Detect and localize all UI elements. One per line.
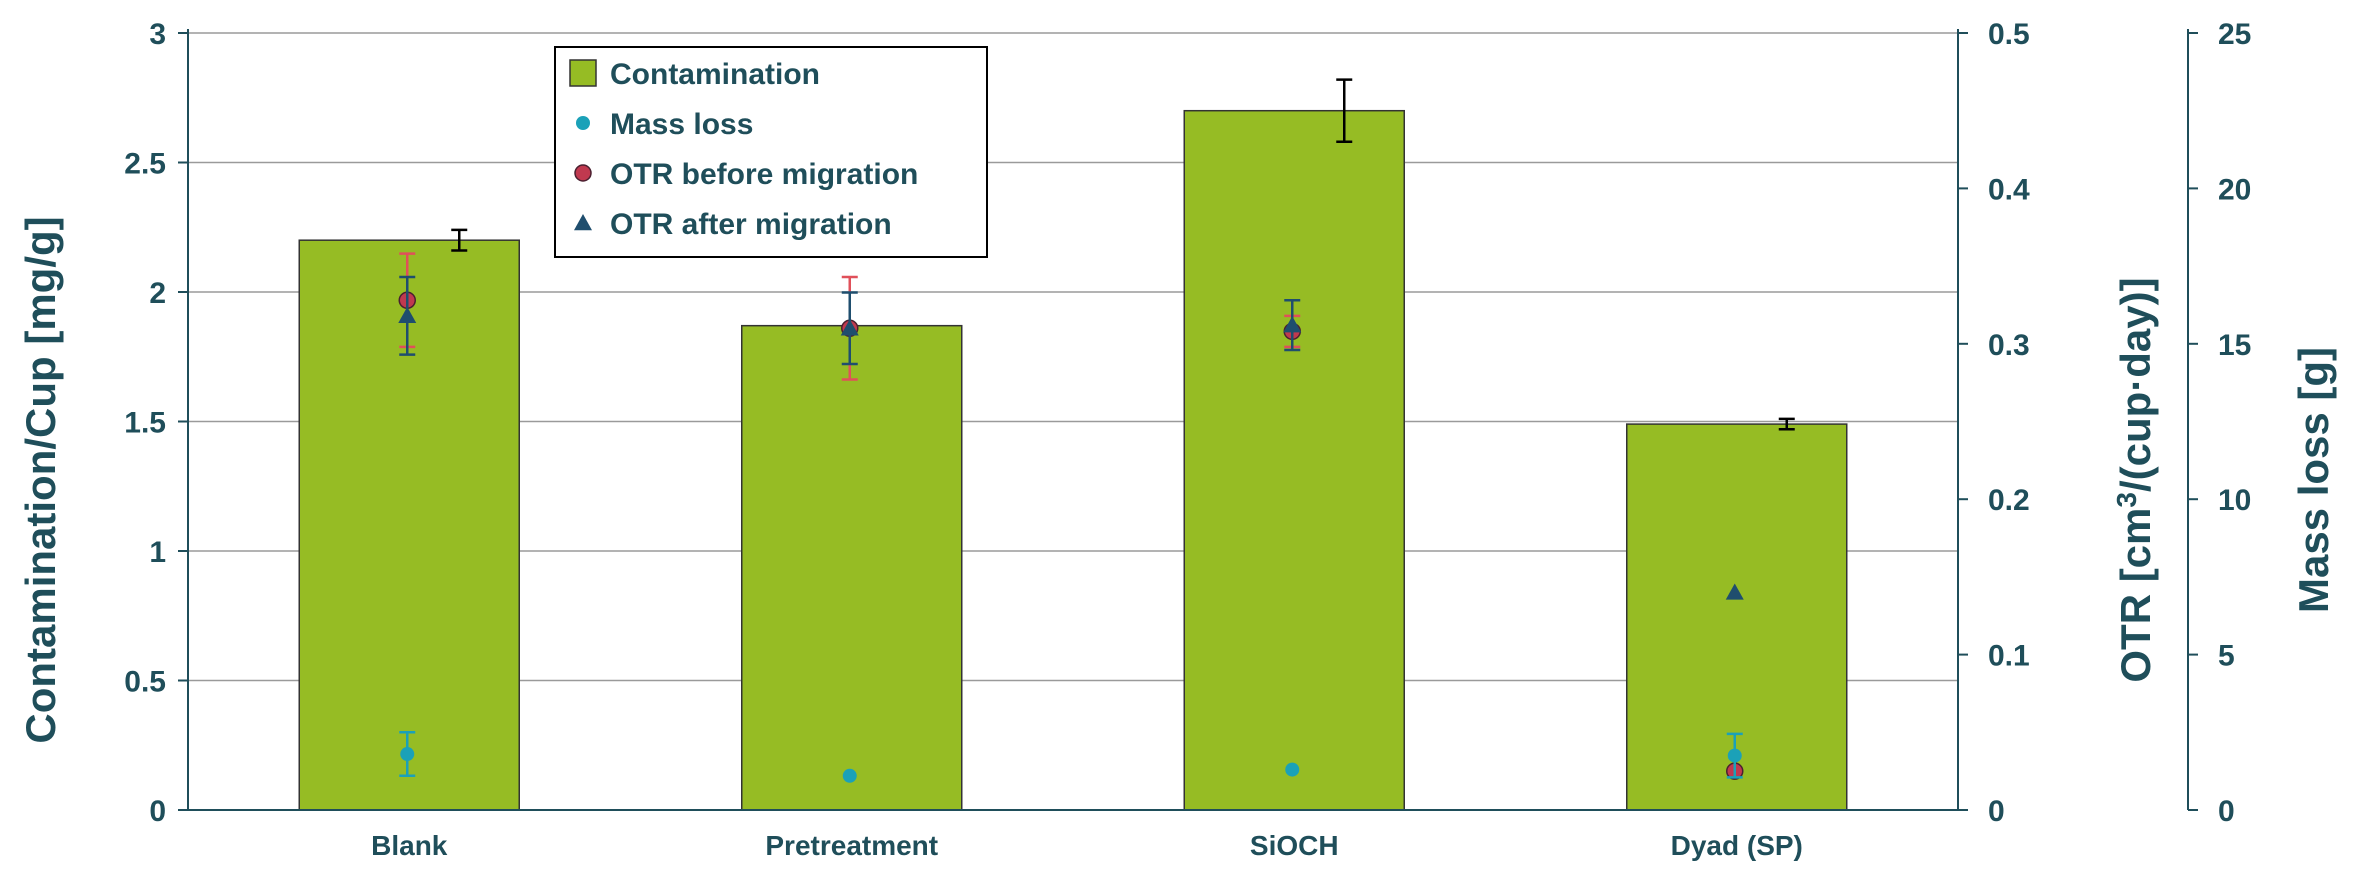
right2-axis-title: Mass loss [g] xyxy=(2290,347,2337,613)
left-tick-label: 1 xyxy=(149,536,166,569)
points xyxy=(398,252,1744,783)
right1-tick-label: 0.5 xyxy=(1988,18,2030,51)
right2-tick-label: 25 xyxy=(2218,18,2251,51)
left-tick-label: 2 xyxy=(149,277,166,310)
right2-tick-label: 10 xyxy=(2218,484,2251,517)
category-label: SiOCH xyxy=(1250,830,1339,861)
bars xyxy=(298,109,1848,811)
bar xyxy=(741,324,963,811)
right1-axis-title: OTR [cm3/(cup·day)] xyxy=(2111,277,2159,682)
point-marker xyxy=(400,747,415,762)
legend-label: OTR after migration xyxy=(610,208,892,241)
legend-label: Contamination xyxy=(610,58,820,91)
category-label: Dyad (SP) xyxy=(1671,830,1803,861)
point-marker xyxy=(840,319,859,336)
right2-tick-label: 20 xyxy=(2218,173,2251,206)
right1-axis-title-suffix: /(cup·day)] xyxy=(2112,277,2159,492)
left-axis-title: Contamination/Cup [mg/g] xyxy=(17,216,64,743)
point-marker xyxy=(1727,748,1742,763)
right2-tick-label: 15 xyxy=(2218,329,2251,362)
point-marker xyxy=(576,116,590,130)
right1-tick-label: 0.4 xyxy=(1988,173,2030,206)
point-marker xyxy=(1725,583,1744,600)
point-marker xyxy=(1283,316,1302,333)
point-marker xyxy=(1285,762,1300,777)
axes xyxy=(178,29,2198,811)
left-tick-label: 0.5 xyxy=(124,666,166,699)
legend-label: OTR before migration xyxy=(610,158,918,191)
point-marker xyxy=(398,306,417,324)
category-label: Blank xyxy=(371,830,448,861)
point-marker xyxy=(574,164,592,182)
legend-label: Mass loss xyxy=(610,108,753,141)
legend: Contamination Mass loss OTR before migrati… xyxy=(554,46,988,258)
left-tick-label: 2.5 xyxy=(124,148,166,181)
right2-tick-label: 0 xyxy=(2218,795,2235,828)
right1-tick-label: 0.2 xyxy=(1988,484,2030,517)
right1-tick-label: 0.1 xyxy=(1988,640,2030,673)
category-labels: Blank Pretreatment SiOCH Dyad (SP) xyxy=(371,830,1803,861)
right2-tick-label: 5 xyxy=(2218,640,2235,673)
point-marker xyxy=(842,768,857,783)
legend-box xyxy=(554,46,988,258)
legend-swatch xyxy=(569,59,597,87)
right1-tick-label: 0.3 xyxy=(1988,329,2030,362)
tick-labels: 0 0.5 1 1.5 2 2.5 3 0 0.1 0.2 0.3 0.4 0.5 0 5 10 15 20 25 xyxy=(124,18,2251,828)
left-tick-label: 3 xyxy=(149,18,166,51)
bar-error-bars xyxy=(451,78,1795,431)
left-tick-label: 0 xyxy=(149,795,166,828)
right1-axis-title-prefix: OTR [cm xyxy=(2112,508,2159,683)
category-label: Pretreatment xyxy=(765,830,938,861)
point-marker xyxy=(574,214,592,231)
right1-axis-title-sup: 3 xyxy=(2111,492,2142,508)
bar xyxy=(1183,109,1405,811)
left-tick-label: 1.5 xyxy=(124,407,166,440)
bar xyxy=(298,239,520,811)
right1-tick-label: 0 xyxy=(1988,795,2005,828)
